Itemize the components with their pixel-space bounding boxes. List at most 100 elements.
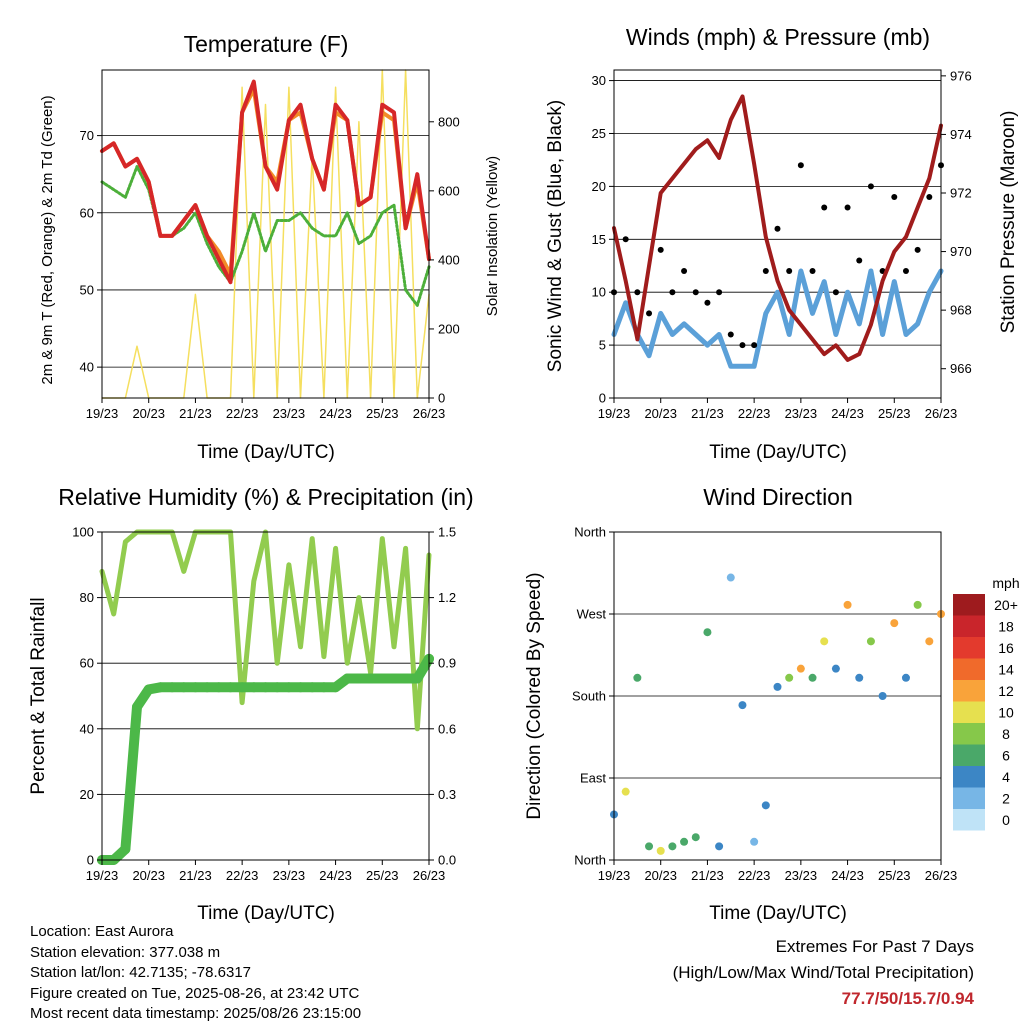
colorbar-swatch xyxy=(953,787,985,809)
precip-point xyxy=(120,844,131,855)
x-tick-label: 25/23 xyxy=(366,406,399,421)
y-tick-label: 20 xyxy=(80,787,94,802)
winds-xlabel: Time (Day/UTC) xyxy=(709,442,847,463)
temperature-panel: Temperature (F) 40 50 60 70 0 200 400 600 800 19/… xyxy=(39,31,501,463)
precip-point xyxy=(202,682,213,693)
precip-point xyxy=(190,682,201,693)
gust-point xyxy=(762,268,769,275)
y-tick-label: 20 xyxy=(592,179,606,194)
precip-point xyxy=(400,673,411,684)
y2-tick-label: 1.2 xyxy=(438,590,456,605)
x-tick-label: 24/23 xyxy=(831,406,864,421)
gust-point xyxy=(797,162,804,169)
direction-panel: Wind Direction NorthEastSouthWestNorth19… xyxy=(524,484,1020,924)
x-tick-label: 25/23 xyxy=(878,868,911,883)
direction-point xyxy=(761,801,770,810)
y-tick-label: South xyxy=(572,689,606,704)
winds-title: Winds (mph) & Pressure (mb) xyxy=(626,24,930,50)
x-tick-label: 20/23 xyxy=(132,868,165,883)
gust-point xyxy=(751,342,758,349)
x-tick-label: 19/23 xyxy=(86,868,119,883)
direction-point xyxy=(621,787,630,796)
direction-point xyxy=(738,701,747,710)
y-tick-label: 0 xyxy=(599,391,606,406)
precip-point xyxy=(295,682,306,693)
winds-panel: Winds (mph) & Pressure (mb) 0 5 10 15 20 25 30… xyxy=(545,24,1019,463)
extremes-values: 77.7/50/15.7/0.94 xyxy=(841,989,974,1008)
temp-2m-line xyxy=(100,79,431,285)
precip-point xyxy=(248,682,259,693)
precip-point xyxy=(272,682,283,693)
precip-point xyxy=(225,682,236,693)
created-text: Figure created on Tue, 2025-08-26, at 23… xyxy=(30,984,360,1002)
precip-point xyxy=(260,682,271,693)
gust-point xyxy=(821,204,828,211)
direction-point xyxy=(668,842,677,851)
x-tick-label: 24/23 xyxy=(319,868,352,883)
winds-frame xyxy=(613,69,942,399)
x-tick-label: 22/23 xyxy=(226,868,259,883)
x-tick-label: 20/23 xyxy=(132,406,165,421)
direction-point xyxy=(633,673,642,682)
precip-point xyxy=(353,673,364,684)
direction-point xyxy=(843,600,852,609)
direction-point xyxy=(785,673,794,682)
direction-point xyxy=(890,619,899,628)
y-tick-label: 0 xyxy=(87,853,94,868)
precip-point xyxy=(388,673,399,684)
gust-point xyxy=(856,257,863,264)
y2-tick-label: 1.5 xyxy=(438,525,456,540)
direction-point xyxy=(855,673,864,682)
temperature-frame xyxy=(101,69,430,399)
gust-point xyxy=(914,246,921,253)
direction-point xyxy=(925,637,934,646)
colorbar-swatch xyxy=(953,766,985,788)
colorbar-label: 6 xyxy=(1002,747,1010,763)
temperature-ylabel: 2m & 9m T (Red, Orange) & 2m Td (Green) xyxy=(39,95,56,384)
precip-point xyxy=(283,682,294,693)
colorbar-swatch xyxy=(953,701,985,723)
y-tick-label: 80 xyxy=(80,590,94,605)
colorbar-label: 10 xyxy=(998,704,1014,720)
winds-ylabel: Sonic Wind & Gust (Blue, Black) xyxy=(545,100,566,372)
gust-point xyxy=(692,289,699,296)
gust-point xyxy=(832,289,839,296)
direction-point xyxy=(656,846,665,855)
winds-ylabel-right: Station Pressure (Maroon) xyxy=(998,111,1019,334)
colorbar-label: 18 xyxy=(998,618,1014,634)
x-tick-label: 21/23 xyxy=(691,868,724,883)
x-tick-label: 25/23 xyxy=(878,406,911,421)
precip-point xyxy=(365,673,376,684)
precip-point xyxy=(132,701,143,712)
y2-tick-label: 972 xyxy=(950,186,972,201)
latlon-text: Station lat/lon: 42.7135; -78.6317 xyxy=(30,964,252,981)
y2-tick-label: 966 xyxy=(950,361,972,376)
gust-point xyxy=(727,331,734,338)
direction-point xyxy=(773,682,782,691)
precip-point xyxy=(143,684,154,695)
direction-point xyxy=(796,664,805,673)
precip-point xyxy=(178,682,189,693)
direction-point xyxy=(726,573,735,582)
y2-tick-label: 974 xyxy=(950,127,972,142)
humidity-panel: Relative Humidity (%) & Precipitation (i… xyxy=(28,484,474,924)
direction-point xyxy=(866,637,875,646)
x-tick-label: 21/23 xyxy=(179,406,212,421)
precip-point xyxy=(155,682,166,693)
x-tick-label: 19/23 xyxy=(598,406,631,421)
y-tick-label: North xyxy=(574,525,606,540)
relative-humidity-line xyxy=(99,529,432,732)
gust-point xyxy=(902,268,909,275)
precip-point xyxy=(377,673,388,684)
y2-tick-label: 976 xyxy=(950,68,972,83)
timestamp-text: Most recent data timestamp: 2025/08/26 2… xyxy=(30,1005,362,1022)
x-tick-label: 20/23 xyxy=(644,406,677,421)
colorbar-swatch xyxy=(953,594,985,616)
speed-colorbar: mph 20+ 18 16 14 12 10 8 6 4 2 0 xyxy=(953,575,1020,831)
temperature-xlabel: Time (Day/UTC) xyxy=(197,442,335,463)
colorbar-label: 12 xyxy=(998,683,1014,699)
direction-ylabel: Direction (Colored By Speed) xyxy=(524,572,545,819)
gust-point xyxy=(681,268,688,275)
y2-tick-label: 200 xyxy=(438,321,460,336)
y-tick-label: 50 xyxy=(80,282,94,297)
